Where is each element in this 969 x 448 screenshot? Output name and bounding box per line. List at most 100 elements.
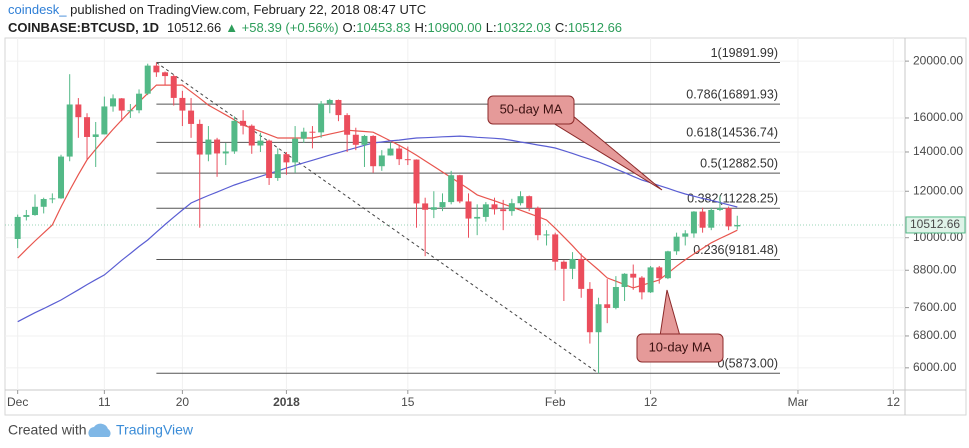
candle-body (248, 125, 255, 146)
h-value: 10900.00 (428, 20, 482, 35)
candle-body (144, 65, 151, 94)
candle-body (474, 216, 481, 219)
candle-body (560, 261, 567, 269)
price: 10512.66 (167, 20, 221, 35)
l-value: 10322.03 (497, 20, 551, 35)
candle-body (370, 135, 377, 167)
candle-body (656, 267, 663, 279)
candle-body (222, 151, 229, 154)
candle-body (335, 99, 342, 116)
candle-body (448, 175, 455, 203)
candle-body (300, 131, 307, 139)
candle-body (162, 72, 169, 77)
candle-body (404, 159, 411, 161)
candle-body (58, 156, 65, 199)
tradingview-logo[interactable]: TradingView (88, 422, 194, 438)
candle-body (699, 211, 706, 228)
annotation: 50-day MA (500, 101, 563, 116)
candle-body (352, 134, 359, 145)
callout-box (636, 333, 724, 363)
o-label: O: (343, 20, 357, 35)
candle-body (595, 304, 602, 333)
x-tick-label: Mar (788, 395, 809, 409)
candle-body (14, 216, 21, 239)
c-label: C: (555, 20, 568, 35)
candle-body (534, 207, 541, 236)
candle-body (638, 277, 645, 293)
candle-body (49, 198, 56, 200)
candle-body (526, 196, 533, 208)
candle-body (326, 99, 333, 104)
candle-body (612, 287, 619, 308)
candle-body (40, 199, 47, 207)
fib-label: 0.786(16891.93) (686, 87, 778, 101)
x-tick-label: 12 (887, 395, 901, 409)
candle-body (508, 203, 515, 212)
y-tick-label: 14000.00 (913, 144, 963, 158)
x-tick-label: 11 (98, 395, 111, 409)
candle-body (344, 115, 351, 135)
candle-body (101, 106, 108, 135)
callout-box (487, 95, 575, 125)
candle-body (708, 209, 715, 228)
candle-body (569, 258, 576, 269)
candle-body (274, 154, 281, 179)
candle-body (491, 204, 498, 210)
l-label: L: (486, 20, 497, 35)
candle-body (214, 139, 221, 154)
fib-label: 0.618(14536.74) (686, 126, 778, 140)
candle-body (482, 204, 489, 217)
header-line: coindesk_ published on TradingView.com, … (8, 2, 426, 17)
candle-body (240, 120, 247, 126)
candle-body (604, 304, 611, 308)
candle-body (725, 208, 732, 227)
candle-body (430, 207, 437, 210)
candle-body (682, 233, 689, 237)
candle-body (500, 209, 507, 212)
logo-icon (88, 423, 111, 437)
candle-body (188, 110, 195, 124)
candle-body (647, 267, 654, 293)
candles (14, 62, 741, 374)
footer-brand[interactable]: TradingView (116, 422, 194, 438)
y-tick-label: 16000.00 (913, 110, 963, 124)
candle-body (23, 215, 30, 217)
fib-label: 0(5873.00) (718, 357, 778, 371)
candle-body (413, 159, 420, 204)
candle-body (439, 202, 446, 208)
candle-body (456, 175, 463, 202)
candle-body (690, 211, 697, 234)
x-tick-label: Feb (545, 395, 566, 409)
last-price-box (905, 216, 966, 234)
candle-body (32, 206, 39, 216)
candle-body (552, 234, 559, 262)
y-tick-label: 6800.00 (913, 328, 957, 342)
annotations: 50-day MA 10-day MA (487, 95, 724, 363)
candle-body (578, 258, 585, 289)
candle-body (84, 117, 91, 137)
candle-body (664, 251, 671, 279)
y-tick-label: 7600.00 (913, 300, 957, 314)
x-tick-label: Dec (7, 395, 28, 409)
author[interactable]: coindesk_ (8, 2, 67, 17)
candle-body (205, 139, 212, 155)
o-value: 10453.83 (356, 20, 410, 35)
y-tick-label: 8800.00 (913, 262, 957, 276)
candle-body (378, 155, 385, 167)
c-value: 10512.66 (568, 20, 622, 35)
candle-body (179, 97, 186, 111)
candle-body (231, 120, 238, 152)
candle-body (517, 196, 524, 204)
y-tick-label: 12000.00 (913, 183, 963, 197)
x-tick-label: 12 (644, 395, 658, 409)
candle-body (196, 123, 203, 155)
candle-body (387, 148, 394, 156)
candle-body (318, 103, 325, 133)
candle-body (396, 148, 403, 160)
candle-body (170, 76, 177, 98)
fib-label: 0.5(12882.50) (700, 156, 778, 170)
trend-line (156, 62, 599, 374)
candle-body (621, 273, 628, 288)
symbol-line: COINBASE:BTCUSD, 1D 10512.66 ▲ +58.39 (+0.… (8, 20, 622, 35)
candle-body (66, 104, 73, 157)
